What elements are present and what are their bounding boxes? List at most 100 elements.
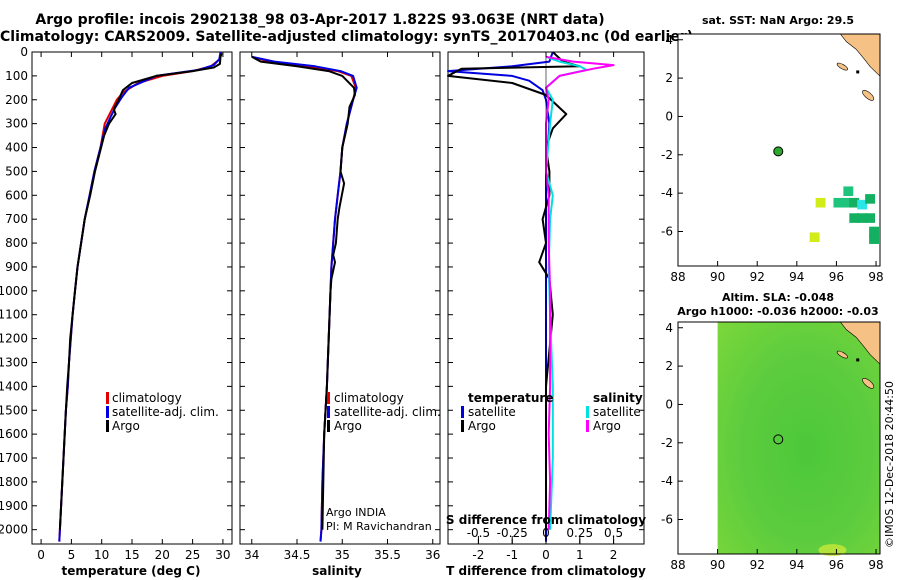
y-tick-label: 500: [5, 164, 28, 178]
legend-label-s-satellite: satellite: [593, 405, 641, 419]
map-x-tick-label: 96: [829, 270, 844, 284]
y-tick-label: 1900: [0, 499, 28, 513]
sst-cell: [869, 226, 880, 237]
credit-pi: PI: M Ravichandran: [326, 520, 432, 533]
simeulue-island: [836, 350, 848, 359]
y-tick-label: 700: [5, 212, 28, 226]
legend-label-argo: Argo: [112, 419, 140, 433]
sst-cell: [849, 197, 860, 208]
temperature-axes-frame: [31, 51, 233, 545]
sst-cell: [857, 213, 868, 223]
map-y-tick-label: 4: [665, 321, 673, 335]
salinity-xlabel: salinity: [312, 564, 362, 578]
sst-cell: [857, 199, 868, 210]
map-x-tick-label: 92: [750, 270, 765, 284]
legend-label-t-argo: Argo: [468, 419, 496, 433]
legend-label-s-argo: Argo: [593, 419, 621, 433]
x-tick-label: 35: [335, 548, 350, 562]
x-tick-label: 10: [94, 548, 109, 562]
y-tick-label: 1500: [0, 403, 28, 417]
s-tick-label: 0.5: [604, 526, 623, 540]
y-tick-label: 600: [5, 188, 28, 202]
map-x-tick-label: 88: [670, 270, 685, 284]
x-tick-label: 5: [68, 548, 76, 562]
sst-cell: [833, 197, 844, 208]
y-tick-label: 1300: [0, 355, 28, 369]
legend-swatch-s-satellite: [586, 406, 589, 418]
x-tick-label: 1: [576, 548, 584, 562]
difference-xlabel: T difference from climatology: [446, 564, 646, 578]
temperature-panel: 0 5 10 15 20 25 300100200300400500600700800900…: [0, 45, 233, 578]
legend-swatch-satellite: [106, 406, 109, 418]
legend-swatch-climatology: [327, 392, 330, 404]
legend-label-t-satellite: satellite: [468, 405, 516, 419]
y-tick-label: 1700: [0, 451, 28, 465]
y-tick-label: 1400: [0, 379, 28, 393]
legend-swatch-s-argo: [586, 420, 589, 432]
s-tick-label: -0.5: [467, 526, 490, 540]
sla-map-title-line2: Argo h1000: -0.036 h2000: -0.03: [677, 305, 878, 318]
sst-cell: [865, 213, 876, 223]
sst-cell: [869, 234, 880, 244]
argo-float-marker: [773, 146, 784, 157]
y-tick-label: 1800: [0, 475, 28, 489]
legend-label-climatology: climatology: [334, 391, 404, 405]
s-tick-label: 0.25: [566, 526, 593, 540]
map-y-tick-label: -4: [661, 474, 673, 488]
map-x-tick-label: 98: [868, 558, 883, 572]
sla-high-patch: [818, 544, 847, 557]
y-tick-label: 900: [5, 260, 28, 274]
sst-map-title: sat. SST: NaN Argo: 29.5: [702, 14, 854, 27]
s-tick-label: -0.25: [497, 526, 528, 540]
series-line-argo: [58, 52, 223, 530]
legend-swatch-argo: [327, 420, 330, 432]
map-x-tick-label: 94: [789, 558, 804, 572]
map-y-tick-label: 2: [665, 359, 673, 373]
map-y-tick-label: -2: [661, 148, 673, 162]
x-tick-label: 25: [185, 548, 200, 562]
argo-float-marker: [773, 434, 784, 445]
banyak-islands: [856, 70, 860, 74]
sla-map-panel: Altim. SLA: -0.048 Argo h1000: -0.036 h2…: [661, 291, 884, 572]
x-tick-label: 2: [610, 548, 618, 562]
series-line-t-argo: [447, 51, 581, 530]
y-tick-label: 1600: [0, 427, 28, 441]
figure-title-line1: Argo profile: incois 2902138_98 03-Apr-2…: [35, 12, 605, 28]
x-tick-label: 34.5: [284, 548, 311, 562]
sst-cell: [843, 186, 854, 197]
y-tick-label: 1000: [0, 284, 28, 298]
x-tick-label: 20: [155, 548, 170, 562]
legend-label-satellite: satellite-adj. clim.: [112, 405, 219, 419]
x-tick-label: 0: [542, 548, 550, 562]
y-tick-label: 1100: [0, 308, 28, 322]
map-x-tick-label: 90: [710, 558, 725, 572]
sst-cell: [809, 232, 820, 243]
credit-argo-india: Argo INDIA: [326, 506, 386, 519]
nias-island: [862, 90, 875, 101]
legend-title-salinity: salinity: [593, 391, 643, 405]
map-y-tick-label: 2: [665, 71, 673, 85]
imos-credit: ©IMOS 12-Dec-2018 20:44:50: [883, 381, 896, 548]
x-tick-label: 36: [425, 548, 440, 562]
x-tick-label: 30: [215, 548, 230, 562]
map-x-tick-label: 94: [789, 270, 804, 284]
x-tick-label: 0: [37, 548, 45, 562]
map-x-tick-label: 90: [710, 270, 725, 284]
legend-label-climatology: climatology: [112, 391, 182, 405]
sla-map-title-line1: Altim. SLA: -0.048: [722, 291, 834, 304]
map-x-tick-label: 88: [670, 558, 685, 572]
sst-cell: [865, 194, 876, 204]
difference-legend: temperature satellite Argo salinity sate…: [461, 391, 643, 433]
banyak-islands: [856, 358, 860, 362]
s-difference-label: S difference from climatology: [446, 513, 646, 527]
y-tick-label: 800: [5, 236, 28, 250]
y-tick-label: 300: [5, 117, 28, 131]
y-tick-label: 100: [5, 69, 28, 83]
map-y-tick-label: 0: [665, 397, 673, 411]
salinity-panel: 34 34.5 35 35.5 36 salinity climatology sate…: [239, 51, 441, 578]
legend-swatch-t-satellite: [461, 406, 464, 418]
legend-swatch-climatology: [106, 392, 109, 404]
y-tick-label: 200: [5, 93, 28, 107]
map-y-tick-label: 4: [665, 33, 673, 47]
